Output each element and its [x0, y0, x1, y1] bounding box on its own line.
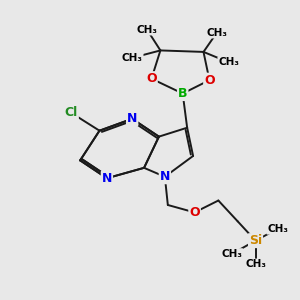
Text: CH₃: CH₃: [136, 25, 158, 34]
Text: Cl: Cl: [64, 106, 78, 119]
Text: CH₃: CH₃: [122, 53, 143, 63]
Text: N: N: [160, 170, 170, 183]
Text: B: B: [178, 87, 188, 100]
Text: CH₃: CH₃: [206, 28, 227, 38]
Text: N: N: [102, 172, 112, 185]
Text: O: O: [146, 72, 157, 85]
Text: O: O: [204, 74, 215, 87]
Text: O: O: [189, 206, 200, 219]
Text: CH₃: CH₃: [267, 224, 288, 234]
Text: CH₃: CH₃: [245, 260, 266, 269]
Text: CH₃: CH₃: [221, 249, 242, 259]
Text: N: N: [127, 112, 137, 125]
Text: CH₃: CH₃: [218, 57, 239, 67]
Text: Si: Si: [249, 234, 262, 247]
